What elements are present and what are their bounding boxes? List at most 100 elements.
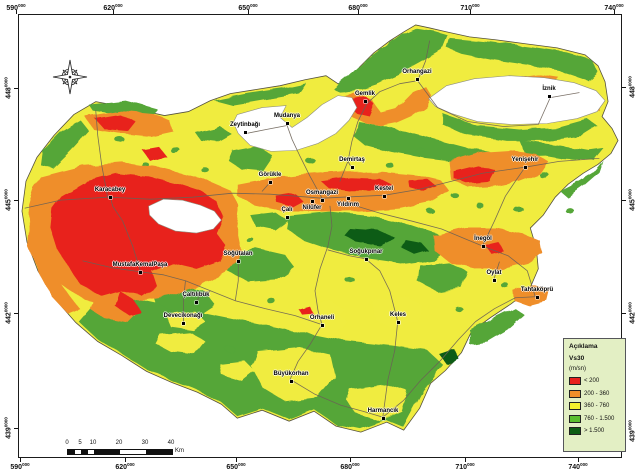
city-marker-16	[181, 321, 185, 325]
legend-swatch-2	[569, 402, 581, 411]
gemlik-gulf	[232, 95, 358, 152]
grid-tick-bottom-2	[235, 458, 237, 462]
grid-tick-top-4	[469, 10, 471, 14]
grid-tick-right-1	[622, 199, 626, 201]
scalebar-segment-3	[87, 450, 94, 454]
grid-tick-left-1	[14, 199, 18, 201]
scalebar-segment-6	[146, 450, 172, 454]
city-label-23: İnegöl	[474, 236, 492, 242]
city-label-15: Çaltılıbük	[182, 292, 210, 298]
city-marker-0	[285, 121, 289, 125]
city-marker-13	[236, 259, 240, 263]
city-marker-9	[346, 196, 350, 200]
legend-row-2: 360 - 760	[569, 400, 625, 413]
city-label-16: Devecikonağı	[163, 313, 203, 319]
grid-easting-bottom-2-sup: 000	[238, 462, 246, 467]
grid-easting-top-5-sup: 000	[616, 3, 624, 8]
scalebar-number-3: 20	[115, 440, 123, 446]
grid-northing-right-2: 4420000	[627, 302, 637, 324]
city-marker-20	[289, 379, 293, 383]
city-marker-11	[285, 215, 289, 219]
grid-easting-top-3-sup: 000	[360, 3, 368, 8]
grid-northing-right-1-sup: 0000	[627, 189, 633, 200]
city-label-17: Orhaneli	[309, 315, 335, 321]
legend-row-0: < 200	[569, 375, 625, 388]
water-bodies	[148, 75, 606, 234]
city-label-4: İznik	[542, 86, 556, 92]
grid-easting-top-5: 740000	[604, 3, 624, 12]
grid-easting-top-1: 620000	[103, 3, 123, 12]
scalebar-number-2: 10	[89, 440, 97, 446]
map-frame	[18, 14, 622, 458]
legend-row-4: > 1.500	[569, 425, 625, 438]
dense-forest-patches	[343, 228, 460, 366]
city-label-8: Nilüfer	[302, 205, 322, 211]
legend-row-3: 760 - 1.500	[569, 413, 625, 426]
scalebar-number-0: 0	[65, 440, 69, 446]
grid-easting-bottom-5-sup: 000	[580, 462, 588, 467]
city-marker-2	[363, 99, 367, 103]
scalebar-number-1: 5	[78, 440, 82, 446]
grid-tick-bottom-0	[19, 458, 21, 462]
grid-tick-top-1	[112, 10, 114, 14]
city-marker-6	[268, 180, 272, 184]
grid-easting-top-2-sup: 000	[250, 3, 258, 8]
scalebar-segment-5	[120, 450, 146, 454]
grid-northing-right-3-sup: 0000	[627, 420, 633, 431]
grid-tick-left-2	[14, 312, 18, 314]
grid-easting-bottom-2: 650000	[226, 462, 246, 471]
city-marker-1	[243, 130, 247, 134]
grid-tick-right-2	[622, 312, 626, 314]
city-label-24: Oylat	[486, 270, 502, 276]
grid-northing-left-1: 4450000	[3, 189, 13, 211]
legend-row-1: 200 - 360	[569, 388, 625, 401]
city-marker-7	[320, 198, 324, 202]
city-marker-25	[535, 295, 539, 299]
city-label-3: Orhangazi	[402, 69, 432, 75]
grid-easting-bottom-1: 620000	[115, 462, 135, 471]
grid-easting-top-3: 680000	[348, 3, 368, 12]
grid-northing-right-1: 4450000	[627, 189, 637, 211]
grid-easting-top-4-sup: 000	[472, 3, 480, 8]
grid-easting-top-2: 650000	[238, 3, 258, 12]
grid-tick-left-0	[14, 87, 18, 89]
city-label-2: Gemlik	[354, 91, 376, 97]
map-canvas	[21, 24, 619, 433]
grid-tick-top-5	[613, 10, 615, 14]
grid-northing-left-1-sup: 0000	[3, 189, 9, 200]
city-label-20: Büyükorhan	[273, 371, 309, 377]
grid-tick-top-2	[247, 10, 249, 14]
legend-swatch-1	[569, 389, 581, 398]
grid-northing-right-3: 4390000	[627, 420, 637, 442]
city-marker-22	[523, 165, 527, 169]
compass-rose-icon	[52, 59, 88, 95]
legend-subtitle: Vs30	[569, 355, 585, 362]
scalebar-number-5: 40	[167, 440, 175, 446]
legend-swatch-0	[569, 377, 581, 386]
grid-easting-top-4: 710000	[460, 3, 480, 12]
grid-northing-right-0-sup: 0000	[627, 76, 633, 87]
grid-tick-bottom-4	[464, 458, 466, 462]
city-marker-8	[310, 199, 314, 203]
city-label-22: Yenişehir	[511, 157, 539, 163]
city-marker-12	[108, 195, 112, 199]
grid-easting-bottom-4-sup: 000	[467, 462, 475, 467]
city-label-13: Söğütalan	[223, 251, 253, 257]
grid-tick-right-0	[622, 86, 626, 88]
city-marker-10	[382, 194, 386, 198]
legend-class-label-4: > 1.500	[584, 428, 605, 435]
city-marker-5	[350, 165, 354, 169]
city-label-11: Çalı	[281, 207, 293, 213]
grid-northing-left-2-sup: 0000	[3, 302, 9, 313]
scalebar-segment-1	[74, 450, 81, 454]
iznik-lake	[428, 75, 606, 125]
city-label-9: Yıldırım	[336, 202, 360, 208]
grid-easting-top-1-sup: 000	[115, 3, 123, 8]
grid-northing-right-2-sup: 0000	[627, 302, 633, 313]
grid-tick-bottom-3	[349, 458, 351, 462]
grid-easting-bottom-4: 710000	[455, 462, 475, 471]
city-label-1: Zeytinbağı	[229, 122, 261, 128]
uluabat-lake	[148, 198, 222, 234]
legend-swatch-4	[569, 427, 581, 436]
city-marker-14	[138, 270, 142, 274]
